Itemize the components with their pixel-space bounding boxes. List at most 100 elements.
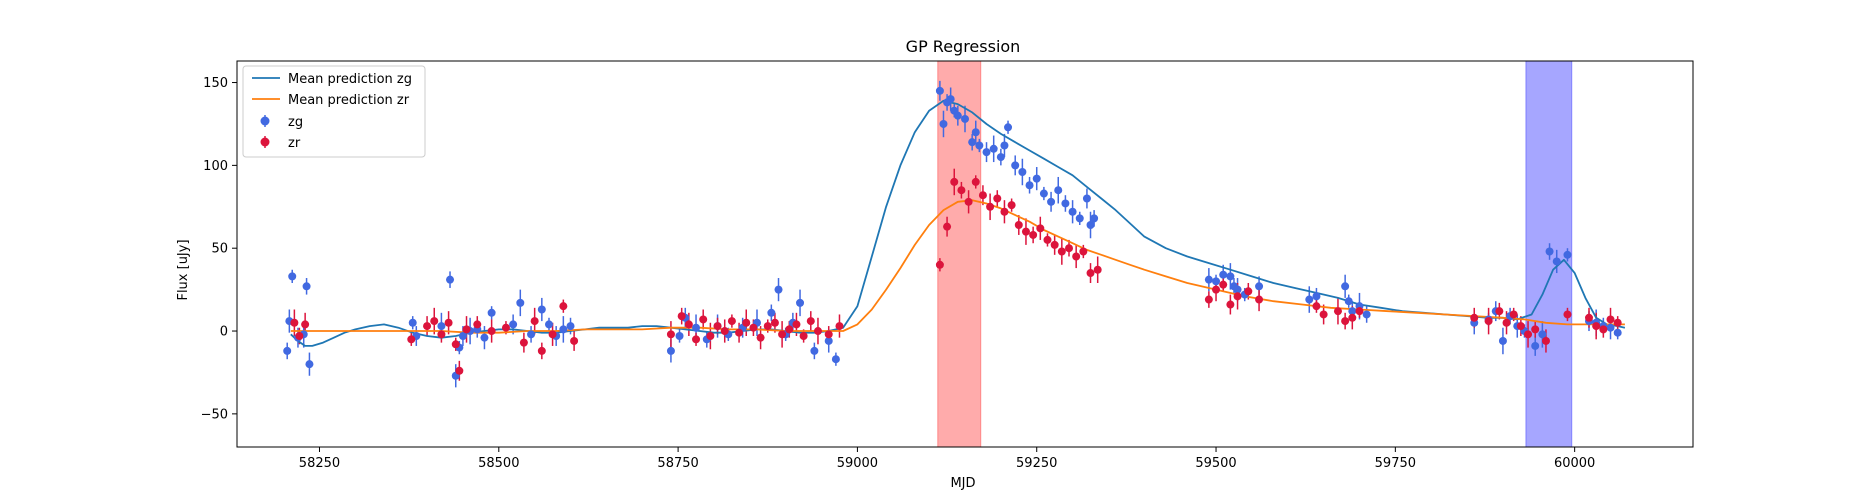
data-point-zr [1043,235,1052,244]
data-point-zg [1606,323,1615,332]
data-point-zg [1531,341,1540,350]
data-point-zg [545,320,553,329]
data-point-zg [566,322,575,331]
data-point-zr [1592,322,1601,331]
data-point-zr [1014,221,1023,230]
y-axis-ticks: −50 0 50 100 150 [201,76,237,422]
data-point-zg [480,333,489,342]
data-point-zr [290,318,299,327]
data-point-zr [1348,313,1357,322]
data-point-zr [548,330,557,339]
data-point-zr [684,320,693,329]
data-point-zr [950,177,959,186]
data-point-zr [1057,247,1066,256]
data-point-zr [677,312,686,321]
data-point-zr [957,186,966,195]
data-point-zr [1050,240,1059,249]
data-point-zg [527,330,536,339]
data-point-zr [451,340,460,349]
data-point-zg [810,346,819,355]
data-point-zr [1502,318,1511,327]
data-point-zr [1585,313,1593,322]
data-point-zr [295,332,304,341]
data-point-zg [1068,207,1077,216]
data-point-zg [946,95,955,104]
data-point-zg [1348,307,1357,316]
x-tick-label: 58750 [657,456,698,471]
data-point-zg [288,272,297,281]
data-point-zr [1072,252,1081,261]
data-point-zr [964,197,973,206]
data-point-zr [971,177,980,186]
data-point-zr [537,346,546,355]
data-point-zg [1032,174,1041,183]
data-point-zr [570,336,579,345]
data-point-zg [1563,250,1572,259]
data-point-zr [455,366,464,375]
data-point-zg [1498,336,1507,345]
x-tick-label: 58250 [299,456,340,471]
data-point-zg [1538,330,1547,339]
data-point-zr [530,317,539,326]
data-point-zr [1341,317,1350,326]
data-point-zr [559,302,568,311]
data-point-zg [1219,270,1228,279]
data-point-zr [501,323,510,332]
data-point-zr [720,327,729,336]
data-point-zr [806,317,815,326]
data-point-zr [799,332,808,341]
data-point-zg [1552,257,1561,266]
y-tick-label: 0 [220,325,228,340]
data-point-zr [792,320,801,329]
legend: Mean prediction zg Mean prediction zr zg… [242,65,426,158]
data-point-zg [1018,167,1027,176]
data-points [283,86,1622,380]
data-point-zr [978,191,987,200]
data-point-zr [1065,244,1073,253]
data-point-zr [666,330,675,339]
data-point-zr [301,320,310,329]
data-point-zr [1233,292,1242,301]
data-point-zg [408,318,417,327]
data-point-zg [559,325,568,334]
legend-label-zr-line: Mean prediction zr [288,93,410,108]
data-point-zg [1054,186,1063,195]
data-point-zg [831,355,840,364]
data-point-zg [989,144,998,153]
data-point-zr [1509,310,1518,319]
data-point-zg [774,285,783,294]
data-point-zg [1255,282,1264,291]
data-point-zr [487,327,496,336]
data-point-zg [283,346,292,355]
data-point-zr [813,327,822,336]
data-point-zr [742,318,751,327]
y-tick-label: 50 [211,242,228,257]
data-point-zr [713,322,722,331]
data-point-zr [1319,310,1328,319]
data-point-zg [939,119,948,128]
data-point-zr [1312,302,1321,311]
data-point-zr [1212,285,1221,294]
data-point-zg [1004,123,1013,132]
data-point-zr [1244,287,1253,296]
data-point-zg [1212,277,1221,286]
plot-frame [236,60,1694,448]
data-point-zr [1021,227,1030,236]
x-tick-label: 59750 [1375,456,1416,471]
data-point-zg [1545,247,1554,256]
x-tick-label: 59500 [1195,456,1236,471]
data-point-zg [1000,141,1009,150]
data-point-zg [767,308,776,317]
data-point-zr [1516,322,1525,331]
data-point-zr [770,318,779,327]
data-point-zr [1204,295,1213,304]
data-point-zg [1204,275,1213,284]
data-point-zg [1341,282,1350,291]
y-axis-label: Flux [uJy] [176,239,191,300]
data-point-zr [473,320,482,329]
x-tick-label: 58500 [478,456,519,471]
data-point-zg [1226,272,1235,281]
data-point-zg [1233,285,1242,294]
data-point-zg [996,153,1005,162]
